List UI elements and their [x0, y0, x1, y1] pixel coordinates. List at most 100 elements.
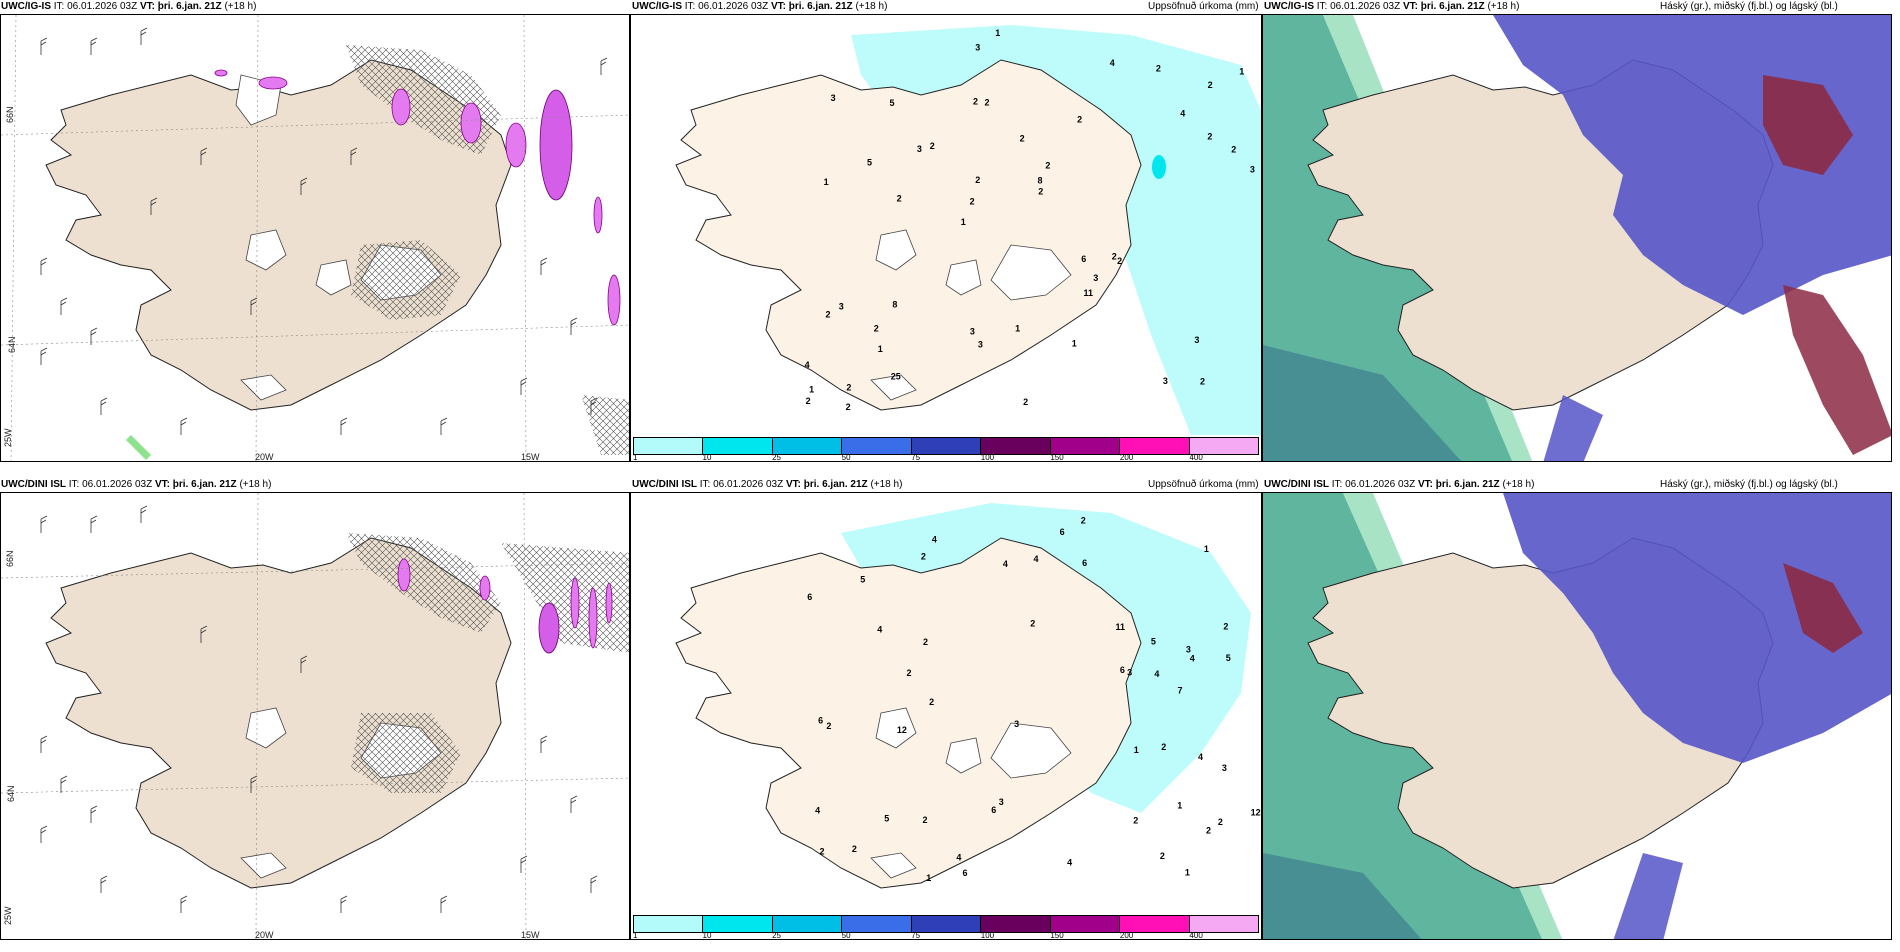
top-wind-map: 66N 64N 25W 20W 15W — [0, 14, 630, 462]
precip-value: 2 — [1156, 63, 1161, 73]
precip-value: 4 — [1154, 669, 1159, 679]
precip-value: 2 — [970, 196, 975, 206]
graticule — [1, 493, 629, 939]
legend-tick: 75 — [911, 453, 921, 462]
precip-value: 2 — [874, 324, 879, 334]
precip-value: 4 — [1003, 559, 1008, 569]
precip-value: 2 — [907, 668, 912, 678]
precip-value: 3 — [839, 302, 844, 312]
precip-value: 2 — [1160, 851, 1165, 861]
legend-tick: 100 — [980, 931, 995, 940]
precip-value: 4 — [1190, 653, 1195, 663]
legend-tick: 400 — [1189, 453, 1203, 462]
precip-value: 2 — [806, 396, 811, 406]
precip-value: 7 — [1178, 686, 1183, 696]
precip-value: 1 — [1134, 745, 1139, 755]
top-wind-header: UWC/IG-IS IT: 06.01.2026 03Z VT: þri. 6.… — [1, 1, 257, 12]
precip-value: 8 — [1038, 176, 1043, 186]
precip-value: 1 — [926, 873, 931, 883]
precip-value: 2 — [820, 847, 825, 857]
legend-swatch — [1120, 916, 1190, 932]
lon-20-label: 20W — [255, 452, 274, 462]
precip-value: 2 — [1112, 251, 1117, 261]
precip-value: 2 — [1207, 132, 1212, 142]
legend-swatch — [1050, 916, 1121, 932]
precip-value: 5 — [890, 98, 895, 108]
precip-value: 3 — [1093, 273, 1098, 283]
precip-value: 5 — [1226, 653, 1231, 663]
precip-value: 4 — [805, 360, 810, 370]
legend-tick: 1 — [633, 931, 638, 940]
precip-value: 2 — [826, 721, 831, 731]
top-precip-header: UWC/IG-IS IT: 06.01.2026 03Z VT: þri. 6.… — [632, 1, 888, 12]
legend-swatch — [703, 438, 773, 454]
bottom-cloud-header: UWC/DINI ISL IT: 06.01.2026 03Z VT: þri.… — [1264, 479, 1535, 490]
precip-value: 2 — [985, 98, 990, 108]
legend-tick: 25 — [772, 453, 782, 462]
precip-value: 5 — [1151, 637, 1156, 647]
precip-value: 6 — [1120, 665, 1125, 675]
top-cloud-header: UWC/IG-IS IT: 06.01.2026 03Z VT: þri. 6.… — [1264, 1, 1520, 12]
bottom-precip-map: 1 2 2 2 2 4 3 2 1 4 5 6 7 6 4 5 2 2 3 4 6 2 4 6 4 6 6 6 11 12 12 2 1 3 4 2 3… — [630, 492, 1262, 940]
precip-value: 3 — [1127, 668, 1132, 678]
precip-value: 2 — [1161, 742, 1166, 752]
iceland-land — [675, 537, 1142, 889]
precip-value: 3 — [970, 327, 975, 337]
precip-value: 2 — [846, 383, 851, 393]
precip-value: 2 — [846, 402, 851, 412]
precip-value: 2 — [1231, 145, 1236, 155]
precip-values: 2121222232412223336223254833223511252813… — [805, 28, 1255, 412]
precip-value: 1 — [961, 217, 966, 227]
precip-value: 8 — [892, 299, 897, 309]
legend-swatch — [981, 916, 1051, 932]
top-precip-title: Uppsöfnuð úrkoma (mm) — [1148, 1, 1259, 12]
precip-value: 5 — [860, 574, 865, 584]
precip-values: 1222243214567645223462464666111212213423… — [807, 516, 1260, 883]
bottom-wind-header: UWC/DINI ISL IT: 06.01.2026 03Z VT: þri.… — [1, 479, 272, 490]
precip-value: 3 — [1194, 335, 1199, 345]
precip-value: 2 — [1077, 115, 1082, 125]
precip-value: 4 — [877, 625, 882, 635]
legend-tick: 75 — [911, 931, 921, 940]
top-cloud-title: Háský (gr.), miðský (fj.bl.) og lágský (… — [1660, 1, 1838, 12]
precip-value: 11 — [1084, 288, 1094, 298]
precip-value: 2 — [1081, 516, 1086, 526]
precip-value: 3 — [999, 797, 1004, 807]
top-cloud-map — [1262, 14, 1892, 462]
precip-value: 2 — [923, 815, 928, 825]
bottom-precip-header: UWC/DINI ISL IT: 06.01.2026 03Z VT: þri.… — [632, 479, 903, 490]
precip-value: 2 — [930, 141, 935, 151]
precip-value: 2 — [1117, 256, 1122, 266]
precip-value: 2 — [1020, 134, 1025, 144]
precip-value: 6 — [1060, 527, 1065, 537]
legend-tick: 10 — [702, 931, 712, 940]
precip-value: 12 — [1251, 807, 1261, 817]
precip-value: 1 — [824, 177, 829, 187]
precip-value: 1 — [1185, 867, 1190, 877]
lon-20-label: 20W — [255, 930, 274, 940]
precip-value: 4 — [1110, 58, 1115, 68]
lon-25-label: 25W — [3, 906, 13, 925]
precip-value: 11 — [1116, 622, 1126, 632]
precip-value: 1 — [1072, 338, 1077, 348]
precip-value: 2 — [1023, 397, 1028, 407]
iceland-land — [675, 59, 1142, 411]
legend-swatch — [772, 438, 843, 454]
precip-value: 1 — [1239, 67, 1244, 77]
precip-value: 6 — [991, 805, 996, 815]
legend-tick: 25 — [772, 931, 782, 940]
precip-value: 2 — [1218, 817, 1223, 827]
precip-value: 2 — [1223, 621, 1228, 631]
precip-value: 4 — [1034, 554, 1039, 564]
precip-value: 6 — [1082, 558, 1087, 568]
precip-max-area — [1152, 155, 1166, 179]
legend-swatch — [842, 438, 912, 454]
precip-value: 4 — [932, 535, 937, 545]
legend-swatch — [981, 438, 1051, 454]
bottom-precip-title: Uppsöfnuð úrkoma (mm) — [1148, 479, 1259, 490]
precip-value: 1 — [809, 384, 814, 394]
precip-value: 4 — [1067, 858, 1072, 868]
legend-swatch — [911, 916, 982, 932]
legend-tick: 50 — [841, 931, 851, 940]
precip-value: 6 — [818, 716, 823, 726]
